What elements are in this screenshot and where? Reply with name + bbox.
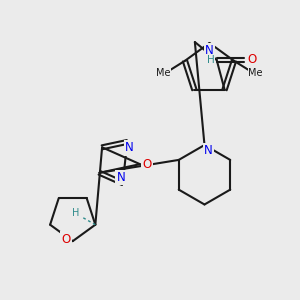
Text: Me: Me [156, 68, 170, 78]
Text: H: H [72, 208, 79, 218]
Text: N: N [204, 145, 213, 158]
Text: O: O [248, 53, 257, 66]
Text: N: N [205, 44, 214, 57]
Text: O: O [142, 158, 152, 171]
Text: N: N [125, 141, 134, 154]
Text: N: N [116, 171, 125, 184]
Text: H: H [207, 55, 214, 65]
Text: O: O [61, 233, 70, 246]
Text: Me: Me [248, 68, 263, 78]
